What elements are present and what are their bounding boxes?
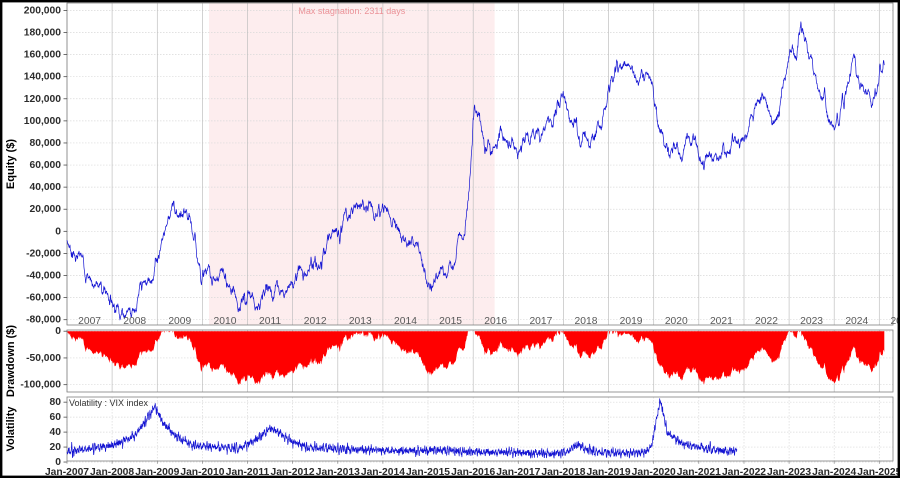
svg-text:-40,000: -40,000 (26, 271, 61, 282)
svg-text:100,000: 100,000 (24, 116, 61, 127)
svg-text:80: 80 (50, 397, 62, 408)
svg-text:200,000: 200,000 (24, 5, 61, 16)
svg-text:2017: 2017 (529, 316, 552, 327)
svg-text:2023: 2023 (800, 316, 823, 327)
svg-text:60: 60 (50, 412, 62, 423)
svg-text:80,000: 80,000 (30, 138, 62, 149)
svg-text:0: 0 (55, 226, 61, 237)
svg-text:2021: 2021 (710, 316, 733, 327)
svg-text:-100,000: -100,000 (20, 380, 61, 391)
svg-text:2014: 2014 (394, 316, 417, 327)
svg-text:120,000: 120,000 (24, 94, 61, 105)
svg-text:20,000: 20,000 (30, 204, 62, 215)
svg-text:2007: 2007 (78, 316, 101, 327)
svg-text:40: 40 (50, 427, 62, 438)
svg-text:2008: 2008 (123, 316, 146, 327)
svg-text:Max stagnation: 2311 days: Max stagnation: 2311 days (298, 6, 405, 16)
svg-text:Volatility: Volatility (5, 406, 17, 452)
svg-text:40,000: 40,000 (30, 182, 62, 193)
svg-text:Drawdown ($): Drawdown ($) (5, 325, 17, 397)
svg-text:2011: 2011 (259, 316, 281, 327)
svg-text:Volatility : VIX index: Volatility : VIX index (69, 398, 149, 408)
svg-text:-80,000: -80,000 (26, 315, 61, 326)
svg-text:2019: 2019 (620, 316, 643, 327)
svg-text:2015: 2015 (439, 316, 462, 327)
svg-text:2024: 2024 (845, 316, 868, 327)
svg-text:2022: 2022 (755, 316, 778, 327)
svg-text:-50,000: -50,000 (26, 353, 61, 364)
svg-text:2009: 2009 (168, 316, 191, 327)
svg-text:2020: 2020 (665, 316, 688, 327)
svg-text:60,000: 60,000 (30, 160, 62, 171)
svg-text:180,000: 180,000 (24, 28, 61, 39)
svg-text:-20,000: -20,000 (26, 248, 61, 259)
svg-text:0: 0 (55, 326, 61, 337)
svg-text:2010: 2010 (214, 316, 237, 327)
svg-text:-60,000: -60,000 (26, 293, 61, 304)
svg-text:Equity ($): Equity ($) (5, 139, 17, 189)
svg-text:140,000: 140,000 (24, 72, 61, 83)
svg-text:20: 20 (50, 442, 62, 453)
svg-text:160,000: 160,000 (24, 50, 61, 61)
svg-text:2016: 2016 (484, 316, 507, 327)
svg-text:2013: 2013 (349, 316, 372, 327)
svg-text:2012: 2012 (304, 316, 327, 327)
svg-text:2018: 2018 (575, 316, 598, 327)
